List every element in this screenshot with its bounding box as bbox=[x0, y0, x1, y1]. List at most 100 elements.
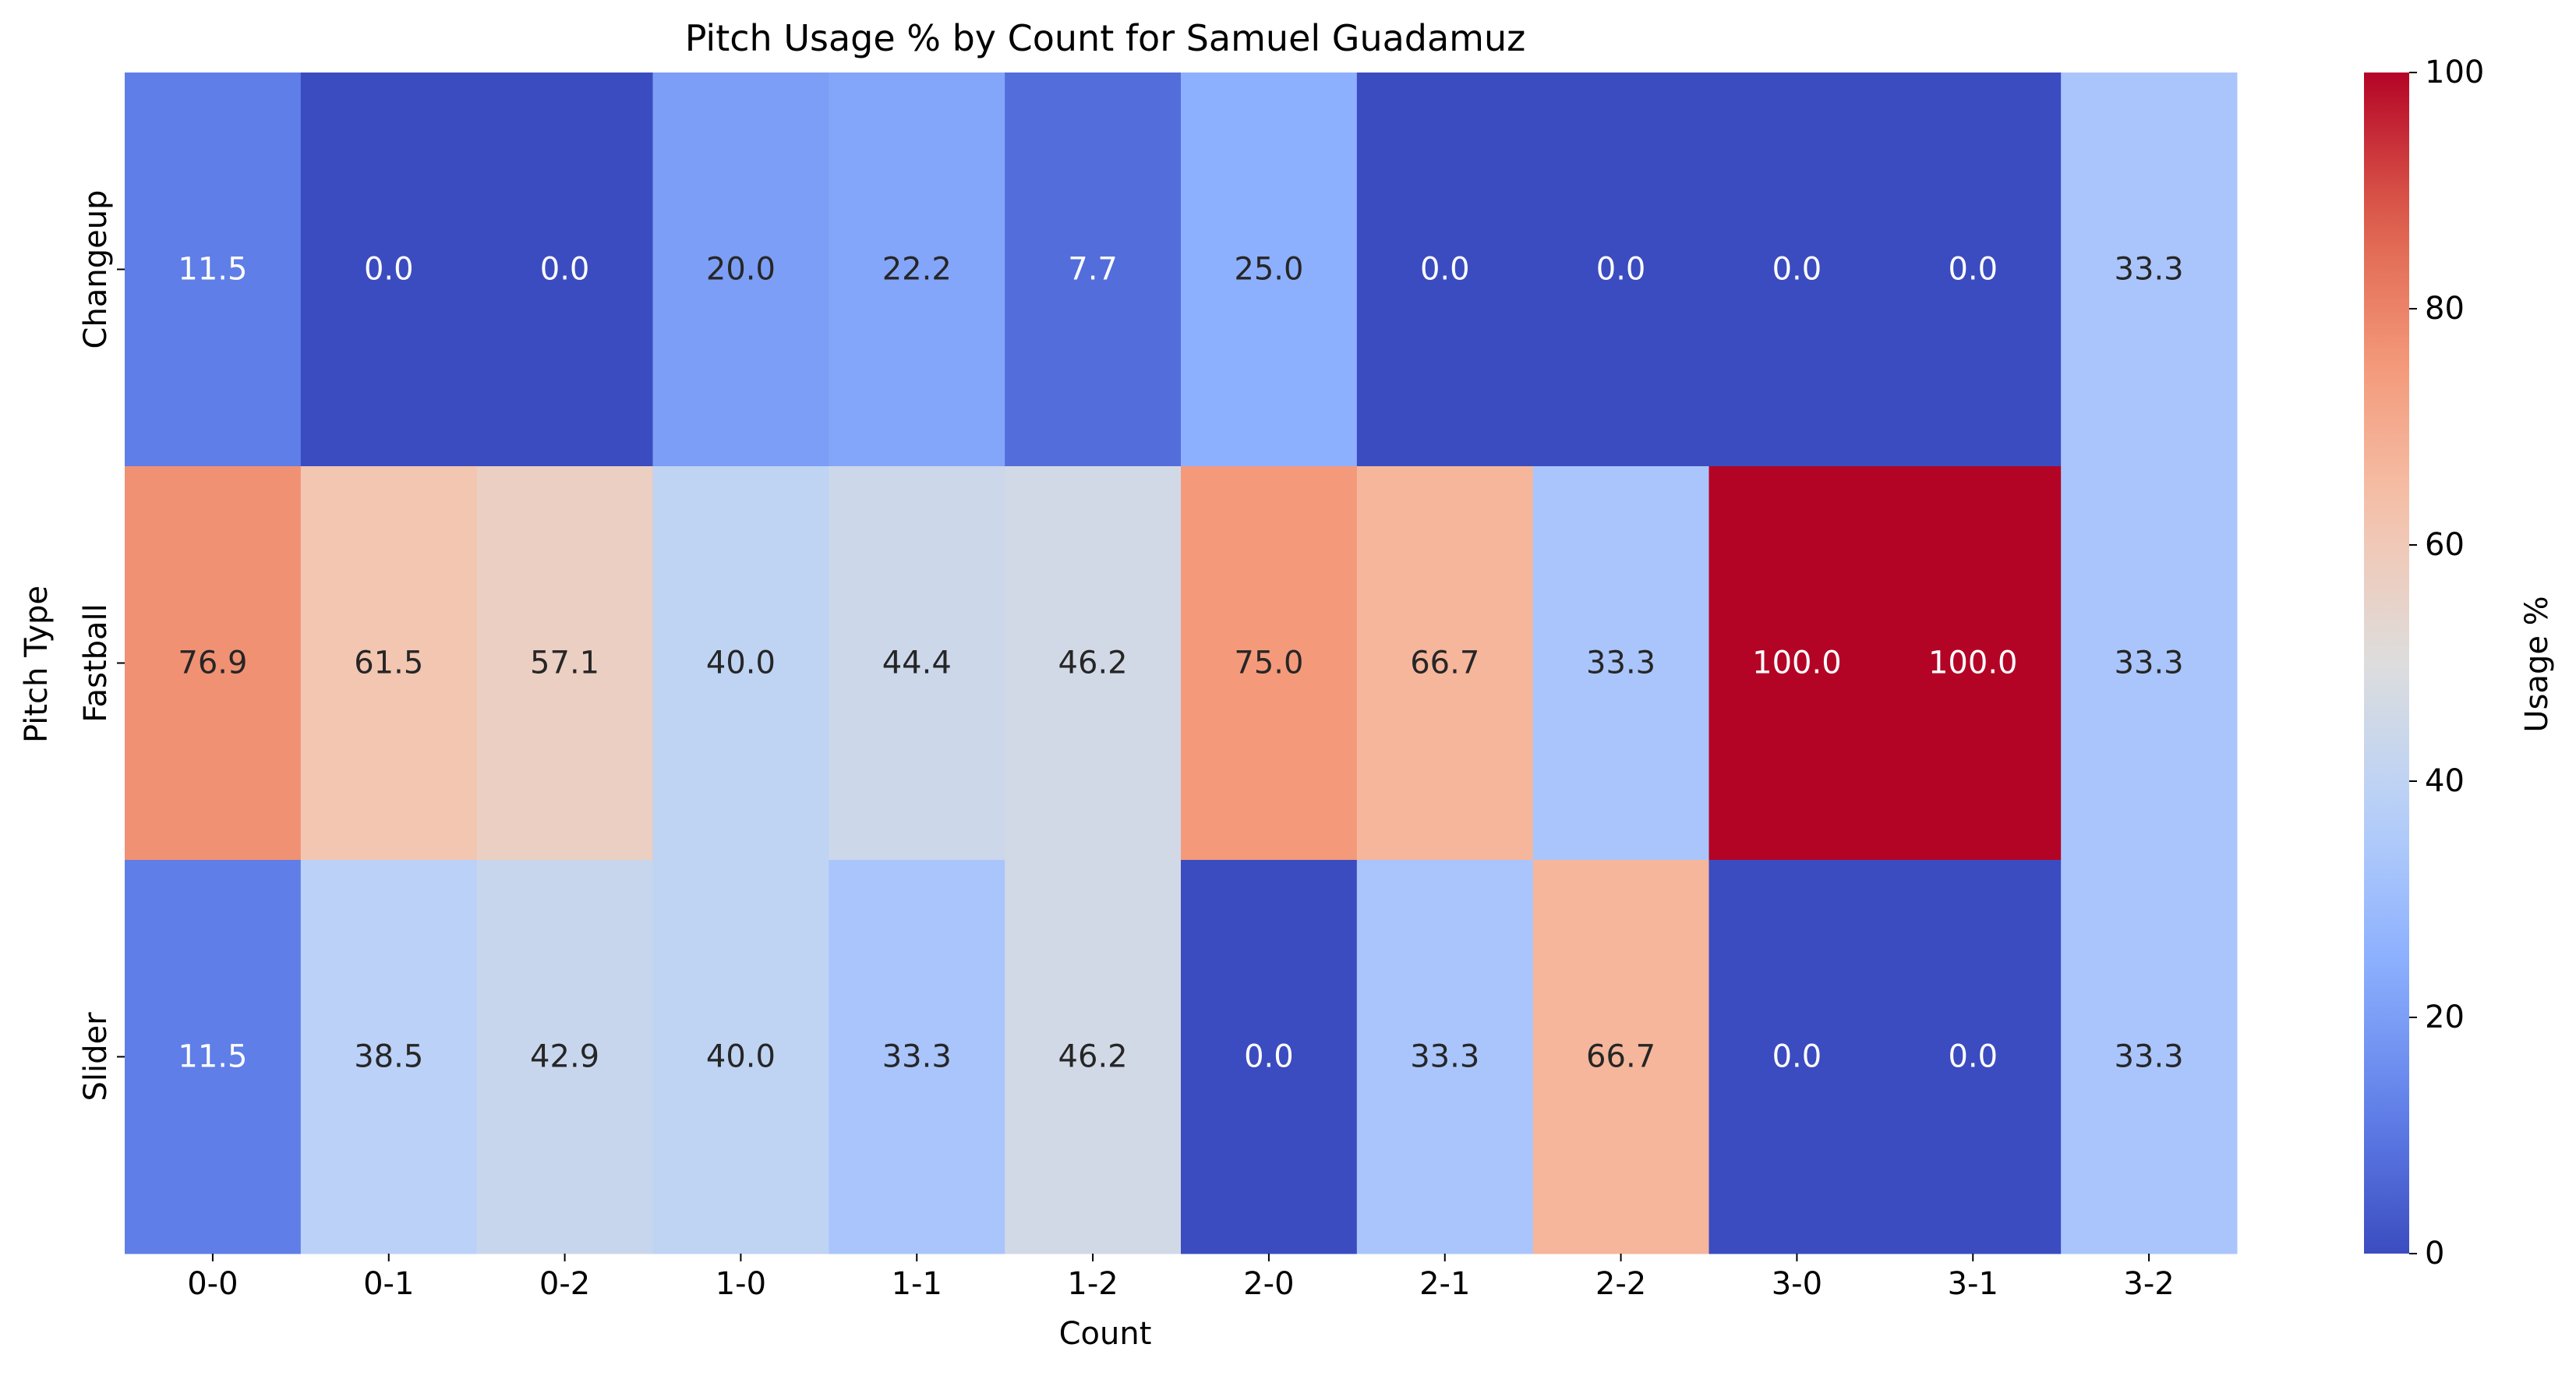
colorbar-tick-label: 40 bbox=[2425, 763, 2465, 799]
heatmap-cell bbox=[2061, 466, 2238, 861]
cell-value-label: 0.0 bbox=[1420, 252, 1470, 288]
cell-value-label: 66.7 bbox=[1586, 1039, 1655, 1075]
heatmap-cell bbox=[476, 860, 653, 1254]
y-axis-ticks: Changeup Fastball Slider bbox=[78, 190, 125, 1102]
x-tick-label: 1-2 bbox=[1067, 1266, 1118, 1302]
colorbar bbox=[2364, 73, 2409, 1254]
heatmap-cell bbox=[476, 73, 653, 467]
cell-value-label: 40.0 bbox=[706, 646, 776, 681]
heatmap-cell bbox=[1181, 860, 1358, 1254]
heatmap-cell bbox=[2061, 860, 2238, 1254]
heatmap-cell bbox=[1356, 73, 1534, 467]
x-tick-label: 0-0 bbox=[187, 1266, 238, 1302]
x-tick-label: 1-0 bbox=[716, 1266, 766, 1302]
x-tick-label: 3-2 bbox=[2123, 1266, 2174, 1302]
cell-value-label: 22.2 bbox=[882, 252, 952, 288]
x-axis-label: Count bbox=[1059, 1316, 1152, 1352]
cell-value-label: 7.7 bbox=[1068, 252, 1118, 288]
colorbar-tick-label: 80 bbox=[2425, 291, 2465, 327]
heatmap-cell bbox=[2061, 73, 2238, 467]
heatmap-cell bbox=[1708, 466, 1885, 861]
heatmap-cell bbox=[1885, 466, 2062, 861]
cell-value-label: 20.0 bbox=[706, 252, 776, 288]
cell-value-label: 66.7 bbox=[1410, 646, 1479, 681]
colorbar-label: Usage % bbox=[2519, 596, 2555, 732]
cell-value-label: 0.0 bbox=[1244, 1039, 1294, 1075]
cell-value-label: 38.5 bbox=[354, 1039, 423, 1075]
cell-value-label: 76.9 bbox=[178, 646, 247, 681]
heatmap-cell bbox=[1532, 860, 1709, 1254]
heatmap-cell bbox=[652, 73, 829, 467]
x-tick-label: 0-2 bbox=[539, 1266, 590, 1302]
cell-value-label: 46.2 bbox=[1058, 646, 1128, 681]
heatmap-cell bbox=[1356, 860, 1534, 1254]
y-tick-label: Fastball bbox=[78, 603, 114, 723]
colorbar-ticks: 0 20 40 60 80 100 bbox=[2409, 55, 2484, 1272]
colorbar-tick-label: 0 bbox=[2425, 1236, 2444, 1272]
heatmap-cell bbox=[1181, 466, 1358, 861]
heatmap-cell bbox=[1885, 73, 2062, 467]
cell-value-label: 0.0 bbox=[1772, 1039, 1822, 1075]
cell-value-label: 44.4 bbox=[882, 646, 952, 681]
colorbar-tick-label: 100 bbox=[2425, 55, 2484, 90]
cell-value-label: 0.0 bbox=[540, 252, 590, 288]
heatmap-cell bbox=[1885, 860, 2062, 1254]
heatmap-cell bbox=[476, 466, 653, 861]
heatmap-cell bbox=[829, 860, 1005, 1254]
cell-value-label: 33.3 bbox=[1410, 1039, 1479, 1075]
cell-value-label: 46.2 bbox=[1058, 1039, 1128, 1075]
heatmap-cell-labels: 11.5 0.0 0.0 20.0 22.2 7.7 25.0 0.0 0.0 0.0 0.0 33.… bbox=[178, 252, 2183, 1075]
x-tick-label: 3-0 bbox=[1772, 1266, 1822, 1302]
x-tick-label: 3-1 bbox=[1948, 1266, 1998, 1302]
cell-value-label: 11.5 bbox=[178, 1039, 247, 1075]
heatmap-cell bbox=[652, 466, 829, 861]
cell-value-label: 0.0 bbox=[1772, 252, 1822, 288]
x-tick-label: 2-1 bbox=[1419, 1266, 1470, 1302]
heatmap-cell bbox=[829, 73, 1005, 467]
cell-value-label: 0.0 bbox=[1596, 252, 1646, 288]
cell-value-label: 42.9 bbox=[530, 1039, 599, 1075]
heatmap-cell bbox=[1708, 73, 1885, 467]
x-axis-ticks: 0-0 0-1 0-2 1-0 1-1 1-2 2-0 2-1 2-2 3-0 3-1 3-2 bbox=[187, 1254, 2175, 1302]
cell-value-label: 100.0 bbox=[1928, 646, 2018, 681]
heatmap-cell bbox=[125, 860, 302, 1254]
cell-value-label: 0.0 bbox=[1948, 252, 1998, 288]
heatmap-cell bbox=[125, 73, 302, 467]
x-tick-label: 2-2 bbox=[1595, 1266, 1646, 1302]
y-axis-label: Pitch Type bbox=[19, 585, 55, 743]
cell-value-label: 25.0 bbox=[1234, 252, 1303, 288]
x-tick-label: 0-1 bbox=[363, 1266, 414, 1302]
heatmap-cell bbox=[1532, 73, 1709, 467]
heatmap-cell bbox=[1532, 466, 1709, 861]
cell-value-label: 33.3 bbox=[1586, 646, 1655, 681]
x-tick-label: 2-0 bbox=[1243, 1266, 1294, 1302]
x-tick-label: 1-1 bbox=[892, 1266, 942, 1302]
colorbar-tick-label: 20 bbox=[2425, 999, 2465, 1035]
heatmap-cell bbox=[300, 860, 478, 1254]
heatmap-cell bbox=[125, 466, 302, 861]
heatmap-cell bbox=[300, 466, 478, 861]
heatmap-cell bbox=[652, 860, 829, 1254]
cell-value-label: 11.5 bbox=[178, 252, 247, 288]
cell-value-label: 75.0 bbox=[1234, 646, 1303, 681]
heatmap-cell bbox=[1181, 73, 1358, 467]
cell-value-label: 33.3 bbox=[2115, 646, 2184, 681]
chart-title: Pitch Usage % by Count for Samuel Guadam… bbox=[685, 17, 1526, 59]
cell-value-label: 0.0 bbox=[364, 252, 414, 288]
heatmap-cell bbox=[300, 73, 478, 467]
y-tick-label: Changeup bbox=[78, 190, 114, 349]
cell-value-label: 33.3 bbox=[2115, 1039, 2184, 1075]
y-tick-label: Slider bbox=[78, 1012, 114, 1102]
heatmap-cell bbox=[1708, 860, 1885, 1254]
heatmap-cell bbox=[1005, 860, 1182, 1254]
cell-value-label: 61.5 bbox=[354, 646, 423, 681]
heatmap-cells bbox=[125, 73, 2238, 1254]
heatmap-cell bbox=[829, 466, 1005, 861]
colorbar-tick-label: 60 bbox=[2425, 527, 2465, 563]
cell-value-label: 33.3 bbox=[2115, 252, 2184, 288]
cell-value-label: 57.1 bbox=[530, 646, 599, 681]
heatmap-cell bbox=[1005, 73, 1182, 467]
cell-value-label: 100.0 bbox=[1752, 646, 1842, 681]
cell-value-label: 40.0 bbox=[706, 1039, 776, 1075]
